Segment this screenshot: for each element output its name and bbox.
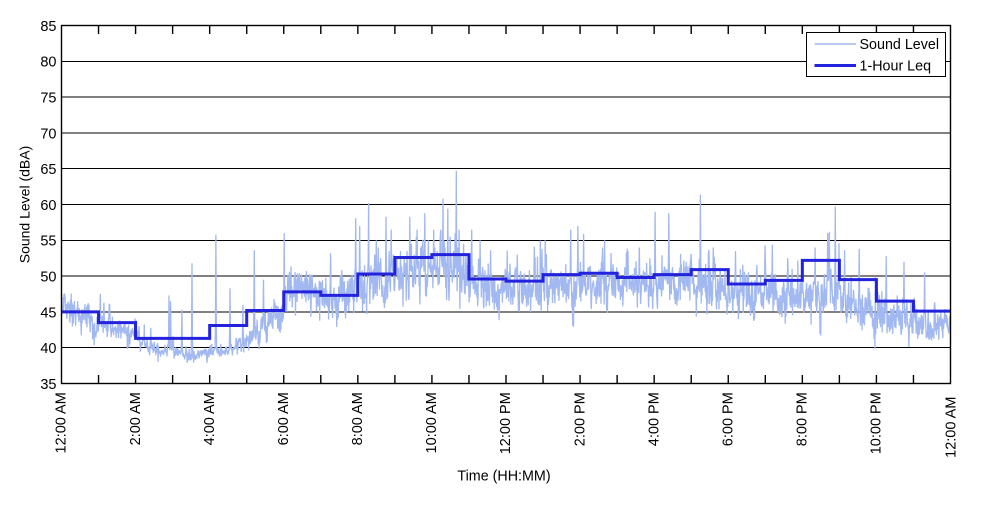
svg-text:4:00 PM: 4:00 PM bbox=[646, 392, 662, 446]
svg-text:6:00 PM: 6:00 PM bbox=[721, 392, 737, 446]
svg-text:Time (HH:MM): Time (HH:MM) bbox=[457, 469, 550, 485]
svg-text:10:00 AM: 10:00 AM bbox=[424, 392, 440, 453]
svg-text:60: 60 bbox=[40, 198, 56, 214]
svg-text:Sound Level (dBA): Sound Level (dBA) bbox=[17, 146, 33, 264]
svg-text:2:00 AM: 2:00 AM bbox=[128, 392, 144, 445]
svg-text:Sound Level: Sound Level bbox=[860, 37, 940, 53]
svg-text:6:00 AM: 6:00 AM bbox=[276, 392, 292, 445]
svg-text:12:00 AM: 12:00 AM bbox=[54, 392, 70, 453]
svg-text:65: 65 bbox=[40, 162, 56, 178]
svg-text:2:00 PM: 2:00 PM bbox=[572, 392, 588, 446]
svg-text:12:00 AM: 12:00 AM bbox=[944, 397, 960, 458]
svg-text:70: 70 bbox=[40, 126, 56, 142]
svg-text:45: 45 bbox=[40, 305, 56, 321]
svg-text:10:00 PM: 10:00 PM bbox=[869, 392, 885, 454]
svg-text:4:00 AM: 4:00 AM bbox=[202, 392, 218, 445]
svg-text:8:00 AM: 8:00 AM bbox=[350, 392, 366, 445]
svg-text:55: 55 bbox=[40, 234, 56, 250]
svg-text:12:00 PM: 12:00 PM bbox=[498, 392, 514, 454]
svg-text:1-Hour Leq: 1-Hour Leq bbox=[860, 59, 932, 75]
svg-text:8:00 PM: 8:00 PM bbox=[795, 392, 811, 446]
svg-text:85: 85 bbox=[40, 19, 56, 35]
svg-text:80: 80 bbox=[40, 55, 56, 71]
svg-text:35: 35 bbox=[40, 377, 56, 393]
svg-text:50: 50 bbox=[40, 270, 56, 286]
svg-text:40: 40 bbox=[40, 341, 56, 357]
svg-text:75: 75 bbox=[40, 91, 56, 107]
